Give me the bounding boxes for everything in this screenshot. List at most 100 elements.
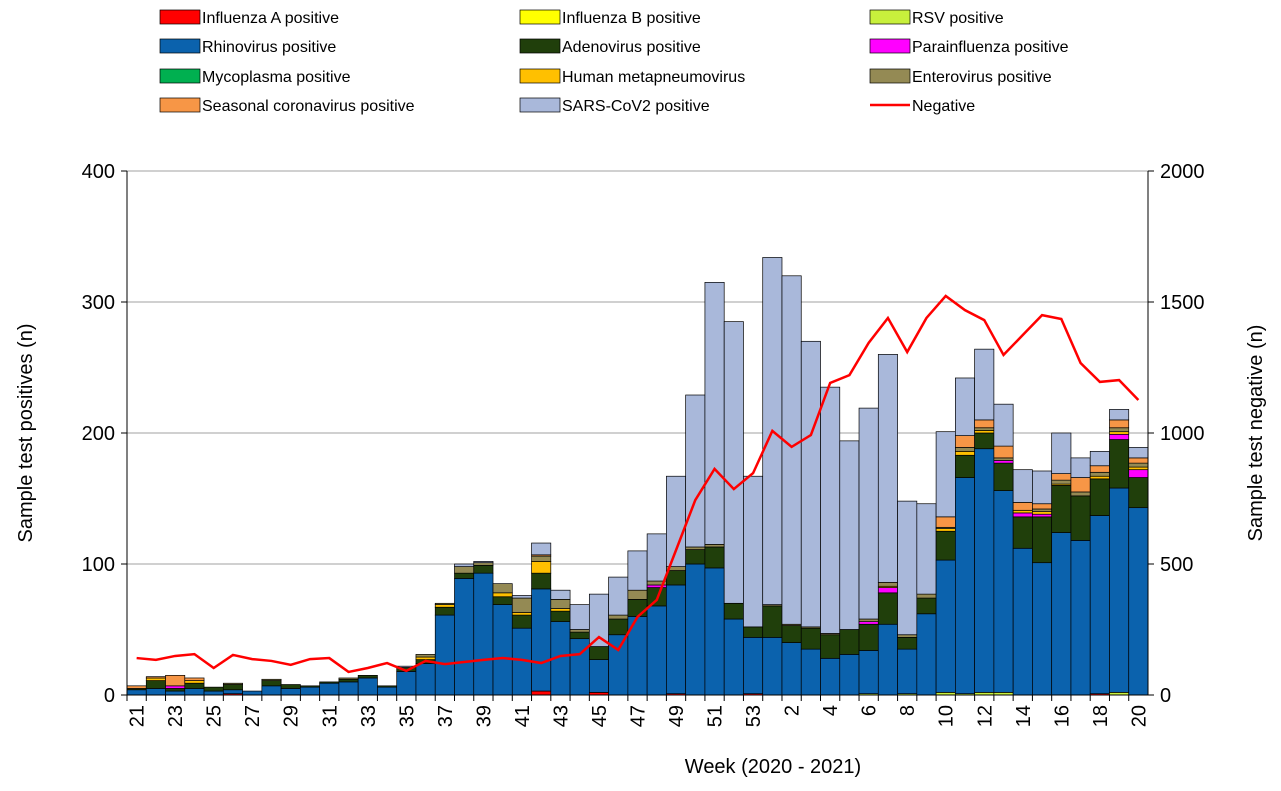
bar-segment (1051, 432, 1072, 474)
y2-tick-label: 500 (1160, 554, 1193, 576)
bar-segment (993, 445, 1014, 459)
bar-segment (800, 627, 821, 650)
x-axis-title: Week (2020 - 2021) (685, 756, 861, 778)
bar-segment (300, 685, 320, 688)
x-tick-label: 4 (820, 705, 842, 716)
bar-segment (839, 654, 860, 696)
bar-segment (1109, 439, 1130, 489)
bar-segment (473, 572, 494, 696)
bar-segment (261, 680, 282, 687)
bar-segment (743, 637, 764, 695)
bar-segment (608, 634, 629, 696)
x-tick-label: 39 (473, 705, 495, 727)
legend-label: Seasonal coronavirus positive (202, 98, 415, 115)
legend-swatch (519, 68, 561, 84)
bar-segment (935, 559, 956, 693)
bar-segment (781, 625, 802, 643)
legend-swatch (869, 38, 911, 54)
bar-segment (126, 689, 147, 696)
bar-segment (858, 618, 879, 622)
bar-segment (839, 629, 860, 655)
bar-segment (1070, 491, 1091, 497)
bar-segment (280, 684, 301, 689)
bar-segment (839, 440, 860, 630)
bar-segment (704, 282, 725, 545)
bar-segment (415, 663, 436, 696)
legend-label: Rhinovirus positive (202, 39, 336, 56)
y2-tick-label: 1000 (1160, 423, 1205, 445)
bar-segment (1032, 470, 1053, 505)
bar-segment (145, 677, 166, 681)
bar-segment (704, 543, 725, 548)
bar-segment (993, 460, 1014, 464)
bar-segment (222, 689, 243, 695)
bar-segment (974, 348, 995, 421)
bar-segment (955, 450, 975, 456)
bar-segment (916, 597, 937, 615)
bar-segment (1128, 447, 1149, 459)
x-tick-label: 27 (242, 705, 264, 727)
y-tick-label: 0 (104, 685, 115, 707)
y-tick-label: 100 (82, 554, 115, 576)
bar-segment (897, 500, 918, 636)
bar-segment (820, 657, 841, 696)
bar-segment (1128, 457, 1149, 464)
x-tick-label: 2 (782, 705, 804, 716)
x-tick-label: 20 (1128, 705, 1150, 727)
bar-segment (955, 477, 975, 695)
bar-segment (743, 626, 764, 638)
bar-segment (877, 587, 898, 594)
bar-segment (434, 606, 455, 616)
bar-segment (550, 589, 571, 600)
bar-segment (1051, 473, 1072, 481)
bar-segment (974, 432, 995, 450)
legend-swatch (869, 68, 911, 84)
x-tick-label: 45 (589, 705, 611, 727)
bar-segment (820, 386, 841, 634)
y-tick-label: 300 (82, 292, 115, 314)
legend-swatch (519, 38, 561, 54)
bar-segment (877, 592, 898, 625)
bar-segment (955, 454, 975, 478)
x-tick-label: 41 (512, 705, 534, 727)
x-tick-label: 10 (936, 705, 958, 727)
bar-segment (184, 677, 205, 681)
bar-segment (184, 682, 205, 689)
bar-segment (685, 394, 706, 548)
bar-segment (511, 614, 532, 629)
legend-swatch (519, 9, 561, 25)
bar-segment (434, 614, 455, 696)
bar-segment (319, 681, 340, 684)
bar-segment (897, 648, 918, 695)
bar-segment (800, 648, 821, 696)
line-series (136, 294, 1140, 674)
bar-segment (704, 567, 725, 696)
bar-segment (1070, 457, 1091, 478)
bar-segment (222, 684, 243, 691)
x-tick-label: 31 (319, 705, 341, 727)
x-tick-label: 43 (550, 705, 572, 727)
bar-segment (974, 419, 995, 429)
bar-segment (1128, 469, 1149, 478)
legend-label: Mycoplasma positive (202, 69, 351, 86)
bar-segment (569, 629, 590, 633)
bar-segment (1032, 508, 1053, 512)
bar-segment (492, 604, 513, 696)
bar-segment (916, 503, 937, 595)
legend-swatch (869, 9, 911, 25)
legend-swatch (519, 97, 561, 113)
legend-label: Adenovirus positive (562, 39, 701, 56)
x-tick-label: 8 (897, 705, 919, 716)
y2-axis-title: Sample test negative (n) (1245, 325, 1267, 542)
bar-segment (531, 561, 552, 574)
bar-segment (608, 576, 629, 616)
bar-segment (1128, 466, 1149, 471)
bar-segment (935, 431, 956, 518)
bar-segment (1070, 540, 1091, 696)
legend-label: Human metapneumovirus (562, 69, 745, 86)
bar-segment (1032, 562, 1053, 696)
y-axis-title: Sample test positives (n) (15, 324, 37, 543)
bar-segment (377, 686, 398, 696)
bar-segment (145, 680, 166, 689)
bar-segment (1012, 502, 1033, 511)
